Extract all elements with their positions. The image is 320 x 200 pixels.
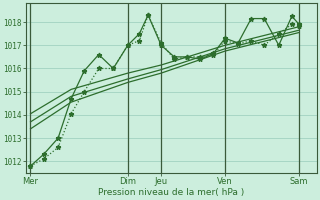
X-axis label: Pression niveau de la mer( hPa ): Pression niveau de la mer( hPa ) bbox=[98, 188, 244, 197]
